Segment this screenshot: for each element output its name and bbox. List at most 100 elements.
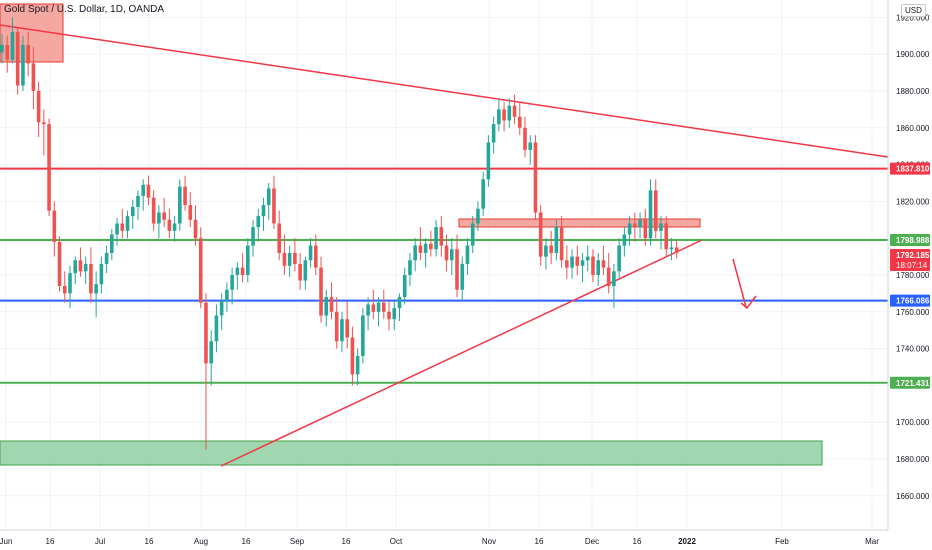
candle-body [664, 223, 669, 250]
candle [115, 217, 119, 246]
candle-body [68, 273, 72, 294]
x-tick-label: Jun [0, 537, 12, 546]
candle [157, 205, 161, 239]
candle [387, 300, 391, 331]
candle-body [465, 245, 470, 264]
candle-body [178, 186, 182, 224]
candle [653, 179, 658, 239]
candle-body [308, 245, 313, 261]
y-tick-label: 1780.000 [896, 271, 930, 280]
y-tick-label: 1660.000 [896, 492, 930, 501]
candle [549, 230, 553, 264]
candle [251, 219, 255, 257]
candle-body [643, 219, 648, 239]
ascending-trendline [220, 239, 703, 467]
candle-body [15, 32, 20, 86]
candle-body [73, 260, 78, 274]
candle-body [507, 105, 512, 121]
candle [455, 234, 459, 298]
candle-body [523, 127, 527, 150]
candle-body [612, 271, 616, 287]
candle-body [10, 32, 15, 60]
candle [110, 229, 114, 261]
candle [42, 109, 46, 156]
candle-body [659, 223, 663, 231]
candle [418, 227, 423, 261]
candle-body [622, 234, 627, 246]
candle [73, 256, 78, 285]
candle-body [303, 260, 308, 281]
candle [596, 252, 601, 287]
candle-body [361, 315, 365, 356]
candle [303, 256, 308, 290]
candle [193, 205, 198, 246]
level-tag-0 [890, 162, 930, 175]
candle [423, 238, 428, 268]
candle [89, 247, 93, 303]
candle [345, 300, 349, 349]
candle-body [198, 238, 203, 303]
candle [559, 216, 564, 268]
candle-body [219, 300, 224, 316]
candle-body [366, 304, 370, 316]
y-tick-label: 1860.000 [896, 124, 930, 133]
candle [146, 175, 151, 206]
x-tick-label: 16 [535, 537, 544, 546]
candle [188, 192, 193, 228]
x-tick-label: 16 [342, 537, 351, 546]
candle-body [141, 184, 146, 196]
candle-body [31, 63, 36, 91]
candle [15, 28, 20, 95]
candle-body [528, 142, 533, 150]
candle [476, 201, 480, 231]
candle [26, 32, 30, 77]
candle-body [633, 223, 637, 228]
candle-body [57, 241, 62, 287]
current-price-tag [890, 249, 930, 271]
candle-body [256, 216, 261, 228]
candle-body [125, 216, 130, 231]
candle [392, 300, 397, 331]
candle [204, 293, 208, 450]
candle-body [21, 45, 25, 86]
candle-body [486, 142, 491, 180]
y-tick-label: 1700.000 [896, 418, 930, 427]
candle-body [387, 311, 391, 320]
candle [381, 289, 386, 320]
candle-body [193, 219, 198, 239]
candle [633, 212, 637, 242]
candle-body [172, 223, 177, 231]
candle [434, 219, 438, 257]
projection-arrow-shaft [732, 258, 747, 308]
candle [31, 46, 36, 110]
x-tick-label: 16 [633, 537, 642, 546]
candle [565, 245, 569, 279]
candle [68, 265, 72, 309]
candle [256, 208, 261, 242]
x-tick-label: Sep [290, 537, 305, 546]
candle-body [381, 302, 386, 312]
candle-body [230, 275, 234, 290]
x-tick-label: Aug [194, 537, 208, 546]
candle-body [162, 212, 166, 220]
candle-body [392, 308, 397, 320]
descending-trendline [0, 24, 889, 158]
candle [52, 201, 57, 257]
y-tick-label: 1680.000 [896, 455, 930, 464]
projection-arrow-head [740, 295, 757, 310]
candle-body [502, 109, 506, 121]
candle [235, 262, 240, 290]
candle-body [261, 205, 266, 217]
candle [293, 238, 297, 272]
price-axis-bg [888, 0, 932, 550]
candle-body [334, 311, 339, 342]
candle [465, 238, 470, 275]
candle [324, 289, 329, 327]
candle [198, 227, 203, 309]
candle-body [434, 227, 438, 250]
candle [601, 245, 606, 275]
currency-label[interactable]: USD [901, 4, 926, 17]
candle-body [575, 256, 580, 266]
x-tick-label: 16 [46, 537, 55, 546]
